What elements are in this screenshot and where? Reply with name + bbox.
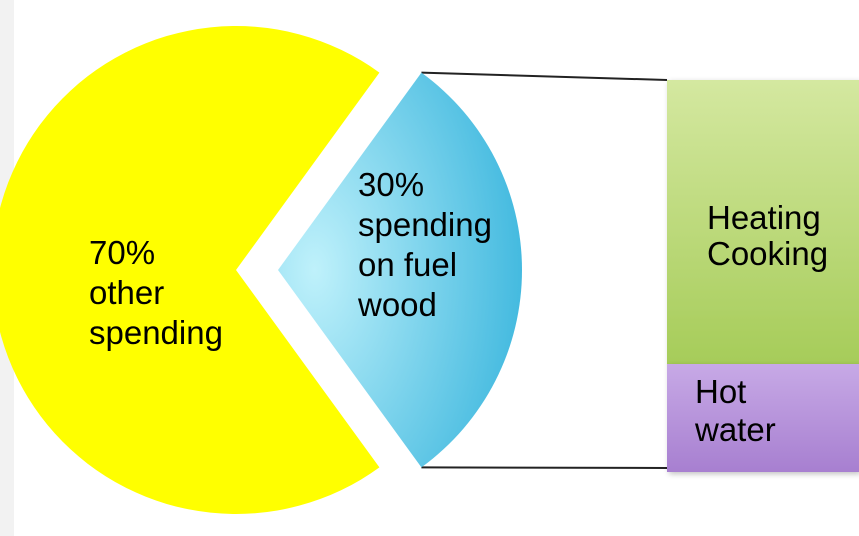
label-fuel-wood-line: on fuel [358, 246, 457, 283]
bar-segment-heating-cooking [667, 80, 859, 364]
label-other-spending-line: other [89, 274, 164, 311]
label-other-spending: 70% other spending [89, 234, 223, 351]
label-other-spending-line: 70% [89, 234, 155, 271]
label-hot-water-line: water [694, 411, 776, 448]
pie-slice-other-spending [0, 26, 380, 514]
pie-slice-fuel-wood [278, 72, 522, 468]
label-fuel-wood: 30% spending on fuel wood [357, 166, 492, 323]
label-hot-water: Hot water [694, 373, 776, 448]
label-other-spending-line: spending [89, 314, 223, 351]
label-hot-water-line: Hot [695, 373, 746, 410]
connector-top [421, 71, 668, 81]
label-fuel-wood-line: spending [358, 206, 492, 243]
connector-bottom [421, 466, 668, 469]
bar-segment-hot-water [667, 364, 859, 472]
label-heating-cooking: Heating Cooking [707, 199, 828, 272]
label-fuel-wood-line: wood [357, 286, 437, 323]
label-heating-cooking-line: Heating [707, 199, 821, 236]
pie [0, 26, 522, 514]
connector-lines [421, 71, 668, 469]
breakdown-bar [667, 80, 859, 472]
label-fuel-wood-line: 30% [358, 166, 424, 203]
label-heating-cooking-line: Cooking [707, 235, 828, 272]
